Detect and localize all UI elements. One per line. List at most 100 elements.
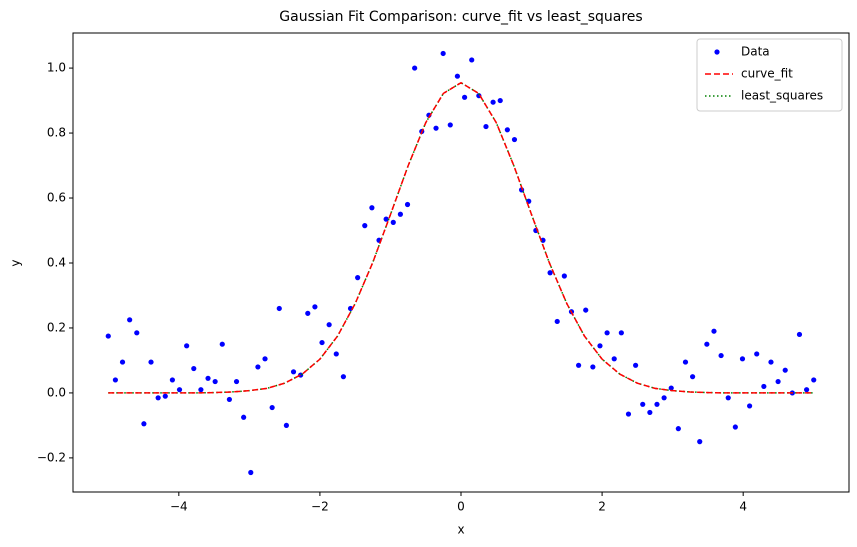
data-point bbox=[333, 351, 339, 357]
data-point bbox=[305, 310, 311, 316]
data-point bbox=[768, 359, 774, 365]
data-point bbox=[633, 362, 639, 368]
data-point bbox=[241, 414, 247, 420]
data-point bbox=[796, 331, 803, 338]
data-point bbox=[611, 356, 617, 362]
data-point bbox=[212, 378, 218, 385]
y-tick-label: 0.4 bbox=[47, 255, 66, 269]
data-point bbox=[682, 359, 689, 365]
data-point bbox=[433, 125, 439, 131]
data-point bbox=[397, 211, 404, 217]
plot-frame bbox=[72, 32, 850, 493]
data-point bbox=[369, 205, 375, 211]
data-point bbox=[205, 375, 211, 381]
data-point bbox=[440, 50, 446, 57]
data-point bbox=[255, 364, 261, 370]
data-point bbox=[547, 270, 553, 276]
x-tick-label: 0 bbox=[457, 500, 465, 514]
data-point bbox=[497, 97, 503, 104]
data-point bbox=[262, 356, 268, 362]
data-point bbox=[390, 219, 396, 225]
x-tick-label: −4 bbox=[170, 500, 188, 514]
data-point bbox=[454, 73, 461, 79]
legend-marker bbox=[714, 49, 720, 55]
data-point bbox=[127, 317, 133, 323]
data-point bbox=[383, 216, 389, 222]
y-tick-label: 0.8 bbox=[47, 126, 66, 140]
data-point bbox=[290, 369, 297, 375]
data-point bbox=[782, 367, 788, 373]
data-point bbox=[355, 275, 361, 281]
data-point bbox=[647, 409, 653, 416]
data-point bbox=[162, 393, 168, 399]
data-point bbox=[704, 341, 710, 347]
y-tick-label: 0.6 bbox=[47, 191, 66, 205]
data-point bbox=[661, 395, 667, 401]
fit-line bbox=[108, 81, 814, 394]
data-point bbox=[219, 341, 225, 347]
data-point bbox=[775, 378, 781, 385]
data-point bbox=[169, 377, 175, 383]
data-point bbox=[575, 362, 582, 368]
data-point bbox=[276, 305, 282, 312]
legend-box bbox=[696, 38, 843, 112]
data-point bbox=[754, 351, 760, 357]
data-point bbox=[176, 387, 183, 393]
data-point bbox=[148, 359, 154, 365]
x-tick-label: 4 bbox=[739, 500, 747, 514]
data-point bbox=[675, 426, 681, 432]
data-point bbox=[618, 330, 624, 336]
data-point bbox=[654, 401, 660, 407]
data-point bbox=[711, 328, 717, 334]
data-point bbox=[718, 352, 724, 359]
x-axis-label: x bbox=[457, 523, 464, 537]
fit-line bbox=[108, 81, 814, 394]
x-tick-label: 2 bbox=[598, 500, 606, 514]
data-point bbox=[504, 127, 510, 133]
data-point bbox=[184, 343, 190, 349]
data-point bbox=[668, 385, 674, 391]
data-point bbox=[248, 469, 254, 476]
data-point bbox=[747, 403, 753, 409]
data-point bbox=[739, 356, 746, 362]
data-point bbox=[640, 401, 646, 407]
y-tick-label: 0.2 bbox=[47, 320, 66, 334]
data-point bbox=[233, 378, 240, 385]
data-point bbox=[105, 333, 111, 339]
data-point bbox=[141, 421, 147, 427]
data-point bbox=[511, 136, 518, 143]
data-point bbox=[761, 383, 767, 390]
legend-label: curve_fit bbox=[741, 67, 793, 81]
data-point bbox=[404, 201, 411, 208]
data-point bbox=[597, 343, 603, 349]
data-point bbox=[590, 364, 596, 370]
y-tick-label: 1.0 bbox=[47, 61, 66, 75]
data-point bbox=[583, 307, 589, 313]
data-point bbox=[804, 387, 810, 393]
data-point bbox=[604, 330, 610, 336]
data-point bbox=[269, 404, 275, 411]
chart-title: Gaussian Fit Comparison: curve_fit vs le… bbox=[279, 9, 642, 25]
data-point bbox=[312, 304, 318, 310]
data-point bbox=[226, 396, 232, 403]
data-point bbox=[134, 330, 140, 336]
data-point bbox=[732, 424, 738, 430]
data-point bbox=[283, 422, 289, 429]
data-point bbox=[362, 223, 368, 229]
data-point bbox=[469, 57, 475, 63]
data-point bbox=[340, 374, 347, 380]
data-point bbox=[490, 99, 496, 105]
data-point bbox=[191, 365, 197, 372]
legend-label: Data bbox=[741, 45, 770, 59]
data-point bbox=[725, 395, 731, 401]
data-point bbox=[412, 65, 418, 71]
data-point bbox=[198, 387, 204, 393]
y-tick-label: 0.0 bbox=[47, 385, 66, 399]
data-point bbox=[112, 377, 118, 383]
data-point bbox=[625, 411, 632, 417]
x-tick-label: −2 bbox=[311, 500, 329, 514]
data-point bbox=[554, 318, 560, 325]
data-point bbox=[697, 439, 703, 445]
data-point bbox=[561, 273, 567, 279]
